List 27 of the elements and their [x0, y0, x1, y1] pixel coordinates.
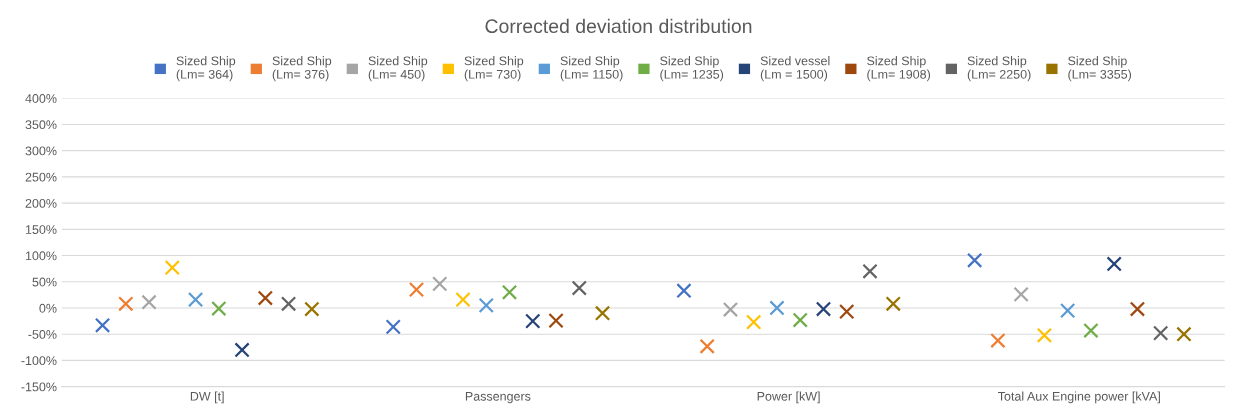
- y-tick-label: 50%: [32, 277, 57, 287]
- legend-label: Sized Ship (Lm= 730): [464, 56, 524, 82]
- y-tick-label: 350%: [25, 120, 57, 130]
- y-tick-label: 250%: [25, 172, 57, 182]
- y-tick-label: -50%: [28, 330, 57, 339]
- y-tick-label: 400%: [25, 94, 57, 103]
- chart-title: Corrected deviation distribution: [485, 18, 752, 34]
- legend-label: Sized Ship (Lm= 450): [368, 56, 428, 82]
- y-tick-label: -100%: [21, 356, 57, 366]
- y-tick-label: -150%: [21, 382, 57, 392]
- x-tick-label: Total Aux Engine power [kVA]: [998, 391, 1160, 404]
- legend-label: Sized Ship (Lm= 1908): [867, 56, 930, 82]
- y-tick-label: 0%: [39, 303, 57, 313]
- y-tick-label: 150%: [25, 225, 57, 234]
- legend-label: Sized Ship (Lm= 3355): [1068, 56, 1132, 82]
- legend-label: Sized Ship (Lm= 376): [272, 56, 332, 82]
- legend-label: Sized Ship (Lm= 1235): [660, 56, 724, 82]
- y-tick-label: 100%: [25, 251, 57, 261]
- legend-label: Sized Ship (Lm= 364): [176, 56, 236, 82]
- x-tick-label: DW [t]: [190, 391, 224, 404]
- y-tick-label: 200%: [25, 198, 57, 208]
- legend-label: Sized Ship (Lm= 1150): [560, 56, 623, 82]
- legend-label: Sized Ship (Lm= 2250): [967, 56, 1031, 82]
- x-tick-label: Passengers: [465, 391, 531, 404]
- x-tick-label: Power [kW]: [757, 391, 820, 404]
- y-tick-label: 300%: [25, 146, 57, 156]
- legend-label: Sized vessel (Lm = 1500): [760, 56, 830, 82]
